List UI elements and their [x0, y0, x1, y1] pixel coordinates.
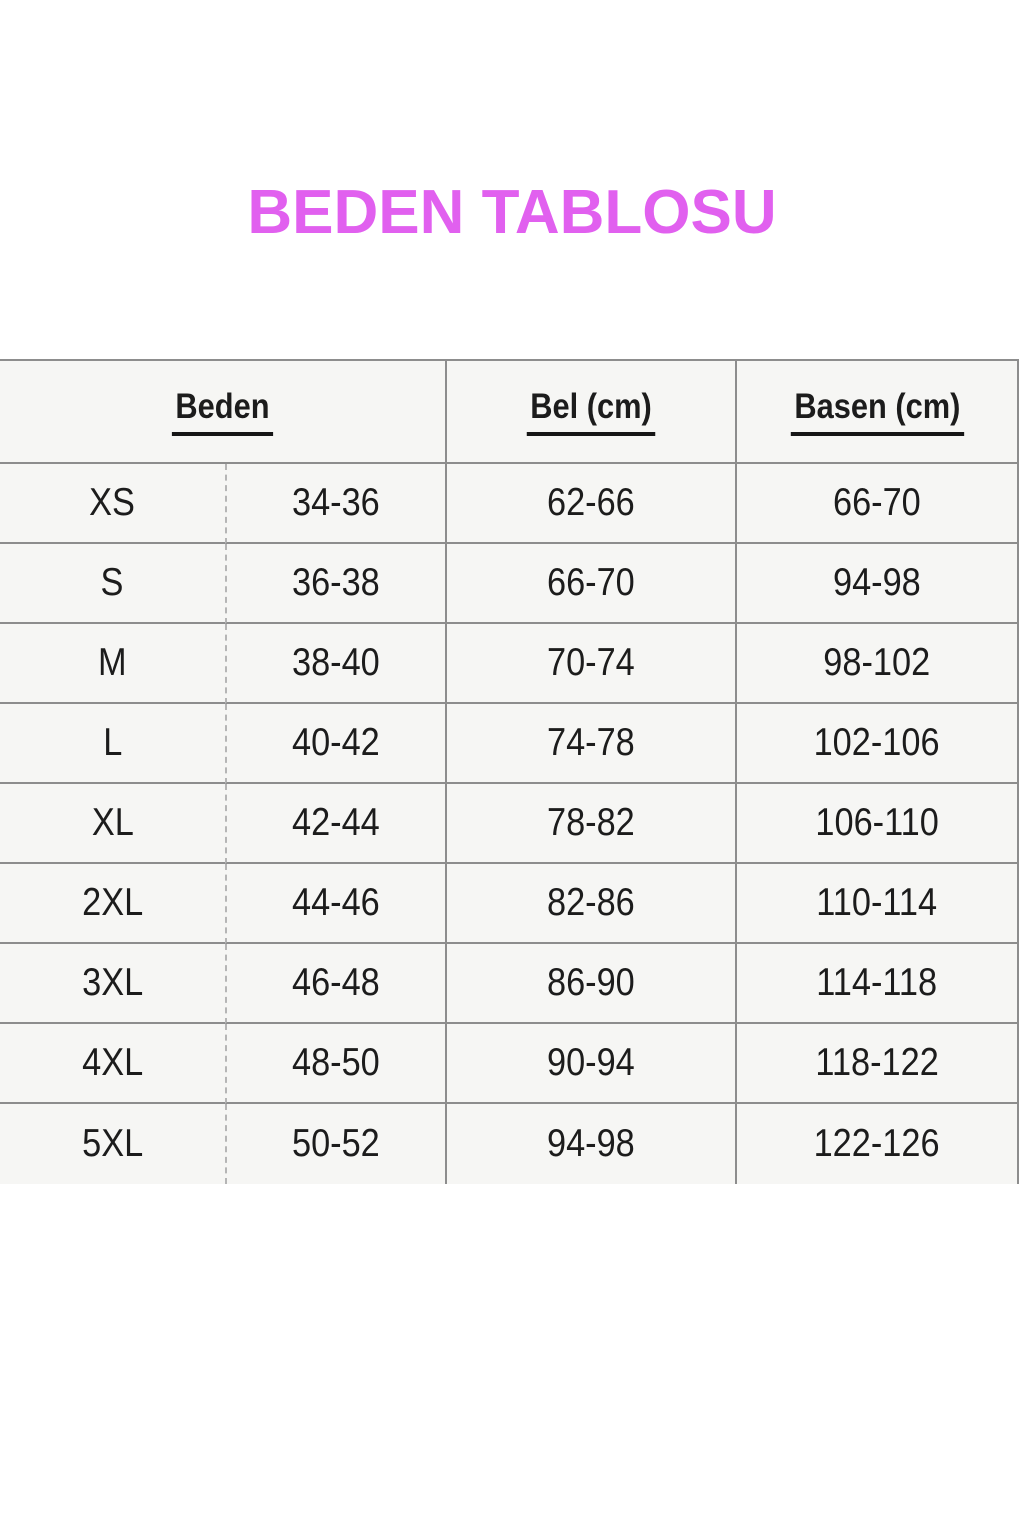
size-cell: S	[0, 544, 225, 624]
basen-cell: 102-106	[735, 704, 1017, 784]
basen-cell: 122-126	[735, 1104, 1017, 1184]
size-range-cell: 36-38	[225, 544, 445, 624]
bel-value: 86-90	[547, 961, 635, 1004]
basen-value: 110-114	[816, 881, 938, 924]
size-range-value: 42-44	[292, 801, 380, 844]
bel-value: 74-78	[547, 721, 635, 764]
size-value: M	[98, 641, 127, 684]
size-value: 2XL	[81, 881, 144, 924]
basen-cell: 106-110	[735, 784, 1017, 864]
column-header-basen: Basen (cm)	[735, 361, 1017, 464]
bel-value: 82-86	[547, 881, 635, 924]
basen-cell: 110-114	[735, 864, 1017, 944]
size-cell: 2XL	[0, 864, 225, 944]
size-value: S	[101, 561, 124, 604]
size-cell: M	[0, 624, 225, 704]
basen-value: 102-106	[814, 721, 940, 764]
size-range-value: 40-42	[292, 721, 380, 764]
size-value: L	[102, 721, 123, 764]
bel-cell: 86-90	[445, 944, 735, 1024]
size-range-cell: 44-46	[225, 864, 445, 944]
bel-value: 90-94	[547, 1041, 635, 1084]
size-cell: 3XL	[0, 944, 225, 1024]
bel-cell: 82-86	[445, 864, 735, 944]
basen-cell: 94-98	[735, 544, 1017, 624]
basen-cell: 118-122	[735, 1024, 1017, 1104]
size-cell: XS	[0, 464, 225, 544]
bel-cell: 74-78	[445, 704, 735, 784]
basen-value: 66-70	[833, 481, 921, 524]
page-title: BEDEN TABLOSU	[247, 178, 777, 247]
size-value: 3XL	[81, 961, 144, 1004]
size-range-value: 36-38	[292, 561, 380, 604]
basen-value: 94-98	[833, 561, 921, 604]
basen-value: 98-102	[823, 641, 931, 684]
bel-value: 70-74	[547, 641, 635, 684]
basen-cell: 98-102	[735, 624, 1017, 704]
column-header-bel: Bel (cm)	[445, 361, 735, 464]
size-value: 4XL	[81, 1041, 144, 1084]
size-range-value: 44-46	[292, 881, 380, 924]
bel-value: 94-98	[547, 1122, 635, 1165]
size-range-value: 46-48	[292, 961, 380, 1004]
basen-value: 118-122	[815, 1041, 939, 1084]
bel-cell: 66-70	[445, 544, 735, 624]
size-range-cell: 40-42	[225, 704, 445, 784]
bel-cell: 78-82	[445, 784, 735, 864]
column-header-beden-label: Beden	[171, 387, 274, 436]
size-value: XL	[91, 801, 134, 844]
bel-cell: 90-94	[445, 1024, 735, 1104]
bel-value: 66-70	[547, 561, 635, 604]
size-range-value: 50-52	[292, 1122, 380, 1165]
column-header-beden: Beden	[0, 361, 445, 464]
bel-cell: 62-66	[445, 464, 735, 544]
bel-cell: 70-74	[445, 624, 735, 704]
basen-value: 106-110	[815, 801, 939, 844]
basen-cell: 114-118	[735, 944, 1017, 1024]
size-value: 5XL	[81, 1122, 144, 1165]
size-range-cell: 42-44	[225, 784, 445, 864]
size-range-cell: 38-40	[225, 624, 445, 704]
size-cell: 4XL	[0, 1024, 225, 1104]
bel-value: 62-66	[547, 481, 635, 524]
size-cell: L	[0, 704, 225, 784]
basen-value: 114-118	[816, 961, 938, 1004]
bel-cell: 94-98	[445, 1104, 735, 1184]
column-header-basen-label: Basen (cm)	[790, 387, 964, 436]
size-chart-table: Beden Bel (cm) Basen (cm) XS 34-36 62-66…	[0, 359, 1019, 1184]
size-range-cell: 48-50	[225, 1024, 445, 1104]
bel-value: 78-82	[547, 801, 635, 844]
column-header-bel-label: Bel (cm)	[526, 387, 656, 436]
basen-value: 122-126	[814, 1122, 940, 1165]
size-cell: XL	[0, 784, 225, 864]
size-range-cell: 50-52	[225, 1104, 445, 1184]
size-range-value: 48-50	[292, 1041, 380, 1084]
basen-cell: 66-70	[735, 464, 1017, 544]
size-value: XS	[89, 481, 136, 524]
size-range-value: 34-36	[292, 481, 380, 524]
size-range-cell: 46-48	[225, 944, 445, 1024]
size-range-cell: 34-36	[225, 464, 445, 544]
size-cell: 5XL	[0, 1104, 225, 1184]
size-range-value: 38-40	[292, 641, 380, 684]
